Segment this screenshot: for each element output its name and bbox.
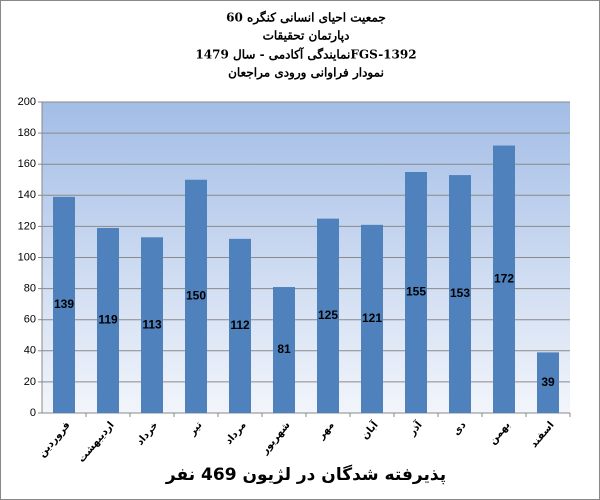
data-label: 39 bbox=[541, 375, 555, 389]
y-tick-label: 120 bbox=[18, 220, 36, 232]
y-tick-label: 40 bbox=[24, 345, 36, 357]
data-label: 121 bbox=[362, 311, 382, 325]
bar bbox=[185, 179, 207, 413]
data-label: 153 bbox=[450, 286, 470, 300]
bar bbox=[141, 237, 163, 413]
bar bbox=[229, 238, 251, 413]
data-label: 139 bbox=[54, 297, 74, 311]
data-label: 112 bbox=[230, 318, 250, 332]
bar bbox=[97, 227, 119, 413]
data-label: 125 bbox=[318, 308, 338, 322]
data-label: 113 bbox=[142, 317, 162, 331]
title-line: دپارتمان تحقیقات bbox=[263, 29, 350, 44]
y-tick-label: 20 bbox=[24, 376, 36, 388]
bar bbox=[273, 287, 295, 413]
data-label: 81 bbox=[277, 342, 291, 356]
title-line: جمعیت احیای انسانی کنگره 60 bbox=[226, 10, 386, 26]
y-tick-label: 0 bbox=[30, 407, 36, 419]
y-tick-label: 160 bbox=[18, 158, 36, 170]
title-line: نمایندگی آکادمی - سال 1479FGS-1392 bbox=[195, 46, 416, 62]
data-label: 150 bbox=[186, 289, 206, 303]
bar bbox=[537, 352, 559, 413]
y-tick-label: 60 bbox=[24, 314, 36, 326]
bar bbox=[53, 196, 75, 413]
y-tick-label: 180 bbox=[18, 127, 36, 139]
title-line: نمودار فراوانی ورودی مراجعان bbox=[228, 66, 384, 81]
bar bbox=[493, 145, 515, 414]
bar bbox=[449, 175, 471, 413]
y-tick-label: 140 bbox=[18, 189, 36, 201]
bar bbox=[361, 224, 383, 413]
x-axis-label: پذیرفته شدگان در لژیون 469 نفر bbox=[165, 464, 446, 485]
data-label: 172 bbox=[494, 271, 514, 285]
data-label: 155 bbox=[406, 285, 426, 299]
bar bbox=[405, 171, 427, 413]
y-tick-label: 200 bbox=[18, 96, 36, 108]
y-tick-label: 80 bbox=[24, 283, 36, 295]
y-tick-label: 100 bbox=[18, 251, 36, 263]
data-label: 119 bbox=[98, 313, 118, 327]
bar bbox=[317, 218, 339, 413]
